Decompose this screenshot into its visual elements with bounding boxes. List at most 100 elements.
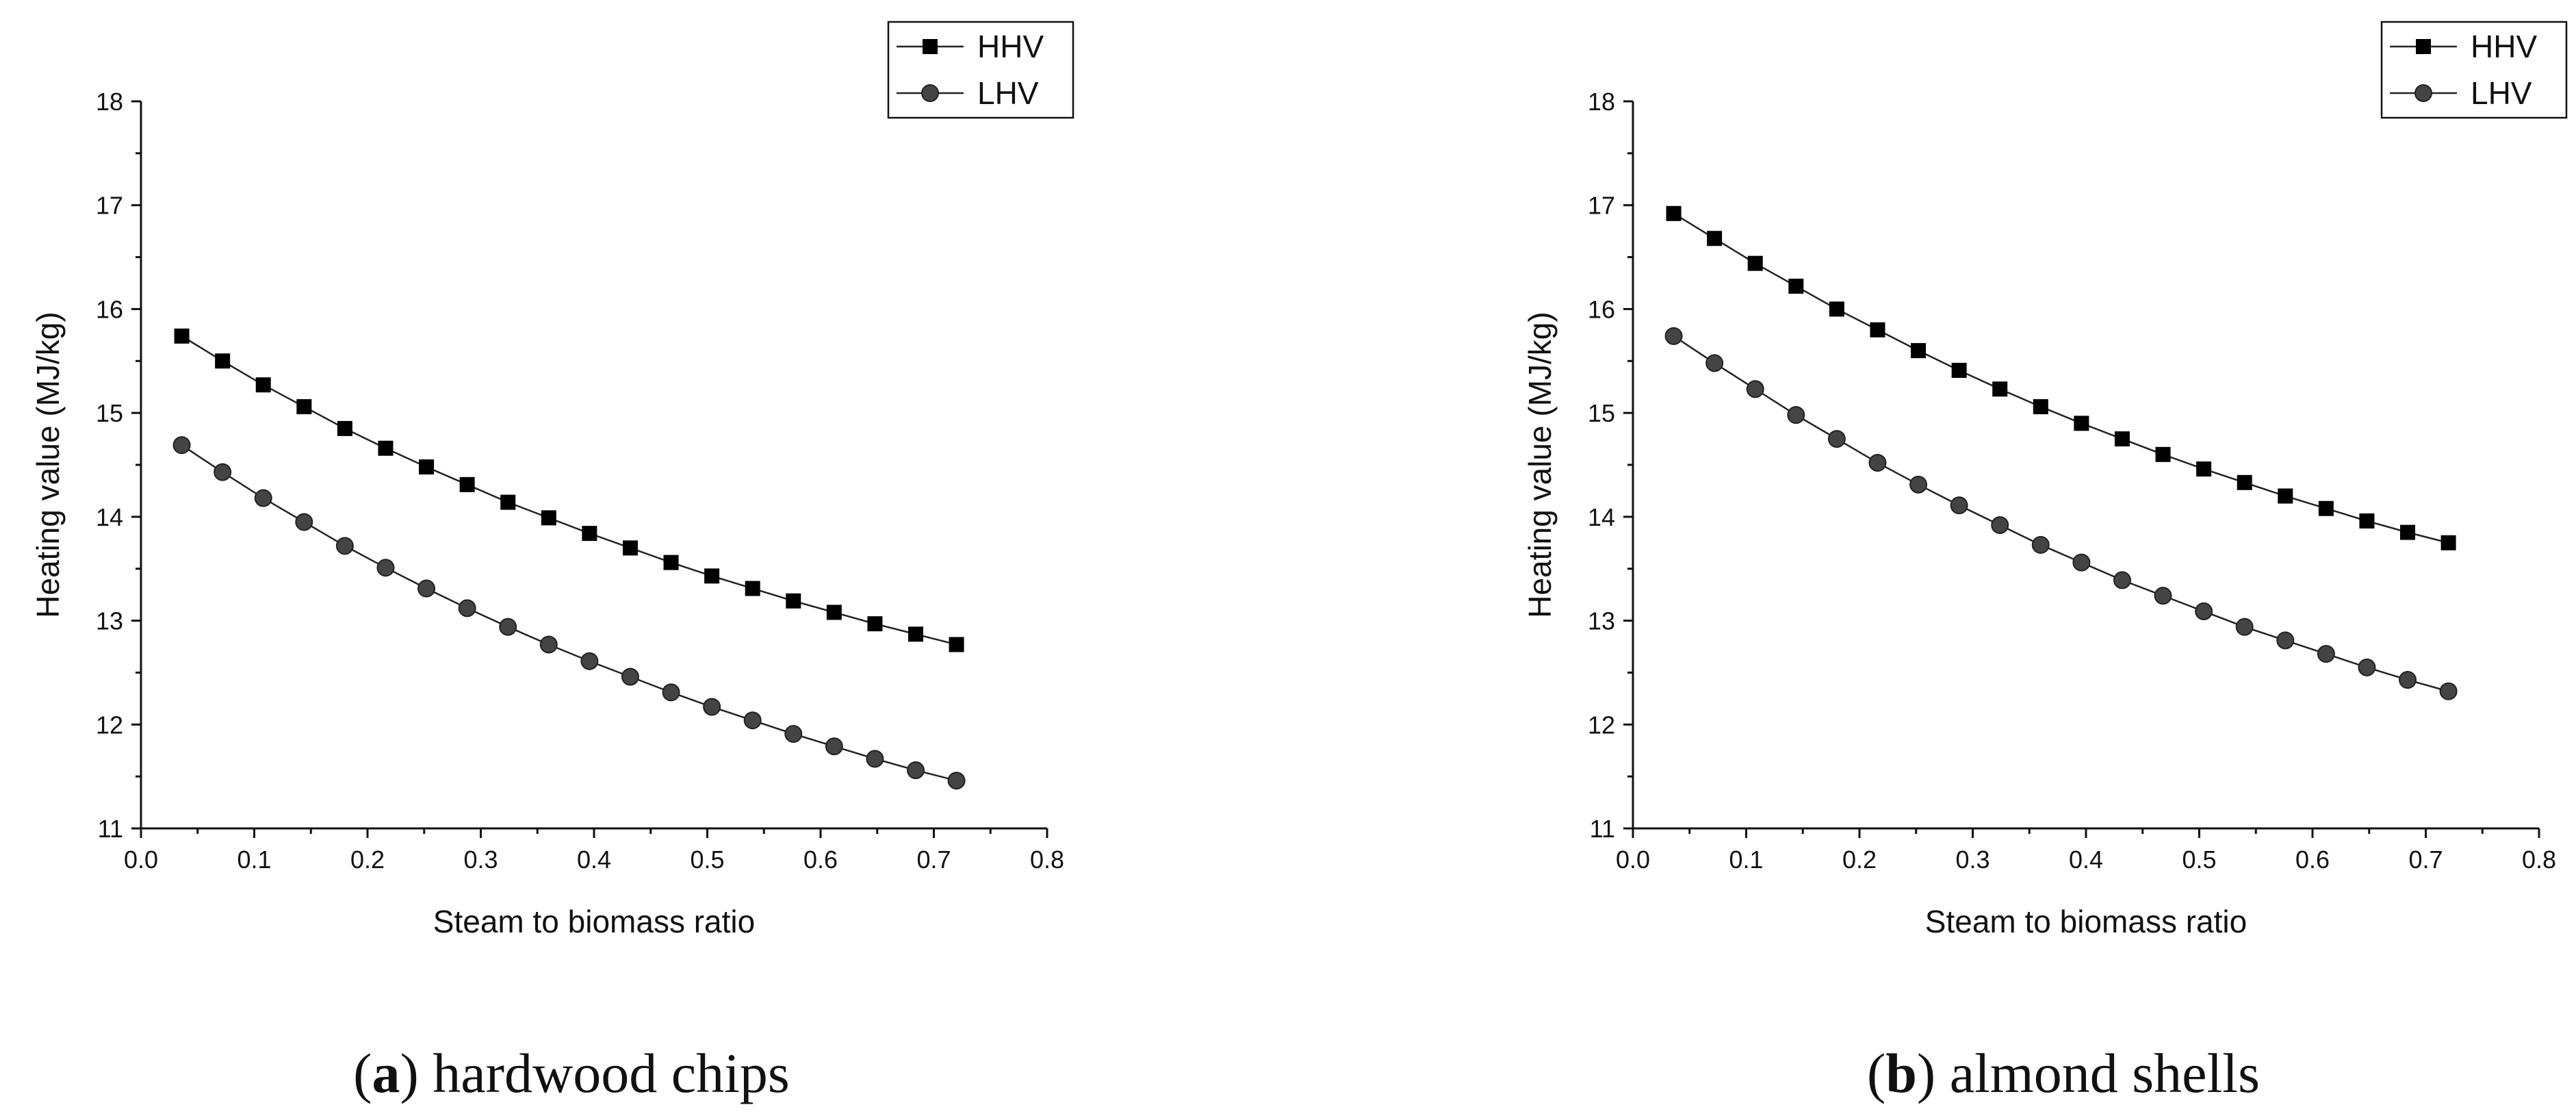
data-point-lhv [2113,571,2131,589]
data-point-lhv [580,652,599,670]
data-point-lhv [2195,602,2213,620]
legend-box [2380,21,2568,119]
panel-caption: (a) hardwood chips [353,1042,790,1104]
data-point-lhv [825,737,843,756]
legend-marker-square [923,39,938,54]
data-point-lhv [2399,671,2417,689]
legend-label-hhv: HHV [2471,29,2537,64]
data-point-hhv [459,477,475,492]
data-point-hhv [786,593,801,609]
data-point-lhv [417,579,436,598]
series-line-hhv [1673,212,2449,544]
data-point-lhv [621,668,639,686]
data-point-hhv [1870,322,1885,338]
caption-paren-open: ( [1867,1042,1885,1104]
data-point-hhv [704,568,720,584]
data-point-lhv [458,599,476,618]
y-tick-label: 18 [1588,88,1615,116]
y-tick-label: 16 [96,295,123,323]
series-line-hhv [181,335,957,646]
x-tick-label: 0.4 [2069,846,2103,874]
x-tick-label: 0.0 [124,846,158,874]
y-tick-label: 18 [96,88,123,116]
data-point-lhv [335,537,354,555]
data-point-hhv [2440,535,2456,550]
caption-paren-close: ) [400,1042,433,1104]
caption-letter: a [372,1042,400,1104]
legend-label-hhv: HHV [977,29,1044,64]
legend-label-lhv: LHV [2471,75,2532,111]
data-point-hhv [1788,279,1804,294]
data-point-lhv [2358,658,2376,676]
data-point-lhv [1746,380,1764,398]
legend-label-lhv: LHV [977,75,1039,111]
x-tick-label: 0.7 [2408,846,2443,874]
x-tick-label: 0.0 [1616,846,1650,874]
data-point-hhv [2114,431,2130,447]
data-point-lhv [1950,496,1968,515]
data-point-hhv [622,540,638,556]
y-tick-label: 11 [1590,815,1615,843]
data-point-lhv [1827,430,1846,448]
y-tick-label: 15 [96,399,123,427]
caption-letter: b [1885,1042,1917,1104]
x-tick-label: 0.1 [237,846,271,874]
data-point-lhv [2235,618,2254,636]
data-point-lhv [539,635,558,654]
series-lhv [172,436,966,790]
x-tick-label: 0.2 [350,846,385,874]
data-point-hhv [2237,474,2252,490]
x-tick-label: 0.5 [690,846,724,874]
data-point-lhv [499,618,517,636]
data-point-hhv [2074,416,2089,431]
data-point-lhv [254,489,272,507]
y-tick-label: 11 [98,815,123,843]
y-tick-label: 13 [1588,607,1615,635]
legend: HHV LHV [887,21,1074,119]
data-point-lhv [2317,645,2335,663]
data-point-hhv [1951,362,1967,378]
data-point-lhv [1909,475,1928,494]
data-point-lhv [1787,406,1805,424]
data-point-hhv [2400,524,2416,540]
data-point-lhv [214,463,232,481]
data-point-lhv [1991,516,2009,534]
data-point-lhv [2439,682,2458,700]
y-axis-title: Heating value (MJ/kg) [30,312,66,618]
x-tick-label: 0.6 [2295,846,2330,874]
caption-text: hardwood chips [433,1042,790,1104]
data-point-hhv [255,377,271,393]
legend-marker-circle [921,84,939,102]
x-tick-label: 0.4 [577,846,611,874]
data-point-lhv [2154,587,2172,605]
x-tick-label: 0.5 [2182,846,2216,874]
y-tick-label: 12 [1588,711,1615,739]
data-point-lhv [866,750,884,768]
caption-text: almond shells [1950,1042,2260,1104]
y-tick-label: 15 [1588,399,1615,427]
data-point-lhv [743,711,762,730]
data-point-hhv [663,555,679,570]
y-axis-title: Heating value (MJ/kg) [1522,312,1558,618]
legend-box [887,21,1074,119]
data-point-lhv [703,698,721,716]
data-point-hhv [541,510,556,526]
data-point-hhv [337,420,352,436]
caption-paren-close: ) [1917,1042,1950,1104]
legend: HHV LHV [2380,21,2568,119]
data-point-hhv [296,399,312,415]
data-point-hhv [745,581,760,596]
y-tick-label: 16 [1588,295,1615,323]
x-axis-title: Steam to biomass ratio [1925,904,2247,939]
x-tick-label: 0.7 [916,846,951,874]
series-hhv [1666,205,2456,550]
data-point-lhv [1664,327,1683,345]
x-tick-label: 0.1 [1729,846,1763,874]
data-point-hhv [1829,301,1844,317]
data-point-hhv [908,626,924,642]
panel-caption: (b) almond shells [1867,1042,2260,1104]
data-point-hhv [500,494,516,510]
data-point-hhv [2359,513,2375,529]
data-point-hhv [378,440,394,456]
